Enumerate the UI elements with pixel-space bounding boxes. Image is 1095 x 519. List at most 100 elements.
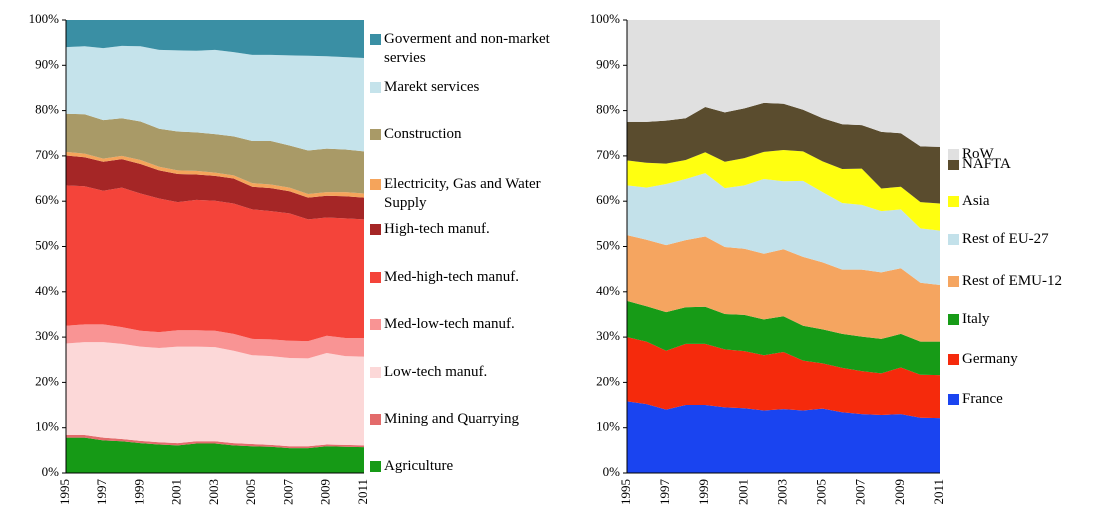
- legend-swatch: [370, 319, 381, 330]
- legend-label: High-tech manuf.: [384, 221, 490, 237]
- legend-label: Italy: [962, 311, 990, 327]
- x-tick-label: 2007: [853, 479, 868, 506]
- y-tick-label: 40%: [35, 283, 59, 298]
- legend-label: Rest of EMU-12: [962, 273, 1062, 289]
- legend-swatch: [370, 34, 381, 45]
- legend-label: Med-low-tech manuf.: [384, 316, 515, 332]
- y-tick-label: 10%: [35, 419, 59, 434]
- legend-swatch: [370, 272, 381, 283]
- y-tick-label: 60%: [596, 192, 620, 207]
- x-tick-label: 1995: [618, 479, 633, 505]
- legend-label: NAFTA: [962, 156, 1011, 172]
- x-tick-label: 1995: [57, 479, 72, 505]
- legend-entry: Agriculture: [370, 457, 550, 476]
- legend-entry: NAFTA: [948, 155, 1088, 174]
- area: [66, 45, 364, 152]
- area: [66, 155, 364, 220]
- legend-entry: Mining and Quarrying: [370, 410, 550, 429]
- x-tick-label: 2003: [206, 479, 221, 505]
- area: [66, 437, 364, 473]
- legend-swatch: [948, 234, 959, 245]
- y-tick-label: 30%: [596, 328, 620, 343]
- area: [66, 342, 364, 447]
- y-tick-label: 10%: [596, 419, 620, 434]
- area: [66, 20, 364, 59]
- area: [627, 337, 940, 419]
- legend-swatch: [948, 196, 959, 207]
- x-tick-label: 2005: [814, 479, 829, 505]
- area: [627, 300, 940, 376]
- area: [66, 324, 364, 359]
- legend-entry: Med-low-tech manuf.: [370, 315, 550, 334]
- y-tick-label: 70%: [35, 147, 59, 162]
- x-tick-label: 2011: [355, 479, 370, 505]
- legend-entry: Electricity, Gas and Water Supply: [370, 175, 550, 213]
- y-tick-label: 60%: [35, 192, 59, 207]
- legend-label: Electricity, Gas and Water Supply: [384, 176, 541, 211]
- y-tick-label: 90%: [35, 56, 59, 71]
- area: [66, 434, 364, 449]
- area: [66, 185, 364, 342]
- legend-swatch: [370, 129, 381, 140]
- legend-entry: Construction: [370, 125, 550, 144]
- y-tick-label: 100%: [29, 11, 60, 26]
- legend-entry: Asia: [948, 192, 1088, 211]
- legend-label: RoW: [962, 146, 994, 162]
- legend-label: Germany: [962, 351, 1018, 367]
- legend-entry: RoW: [948, 145, 1088, 164]
- legend-entry: France: [948, 390, 1088, 409]
- area: [66, 151, 364, 198]
- x-tick-label: 1999: [696, 479, 711, 505]
- area: [66, 113, 364, 194]
- legend-label: Goverment and non-market servies: [384, 31, 550, 66]
- legend-entry: Low-tech manuf.: [370, 363, 550, 382]
- area: [627, 401, 940, 473]
- legend-swatch: [948, 354, 959, 365]
- legend-swatch: [948, 149, 959, 160]
- legend-label: Construction: [384, 126, 462, 142]
- legend-entry: Rest of EMU-12: [948, 272, 1088, 291]
- legend-label: Mining and Quarrying: [384, 411, 519, 427]
- x-tick-label: 2003: [774, 479, 789, 505]
- area: [627, 102, 940, 204]
- legend-label: Agriculture: [384, 458, 454, 474]
- legend-swatch: [948, 276, 959, 287]
- legend-label: Rest of EU-27: [962, 231, 1049, 247]
- x-tick-label: 2009: [892, 479, 907, 505]
- legend-label: Low-tech manuf.: [384, 364, 488, 380]
- y-tick-label: 40%: [596, 283, 620, 298]
- x-tick-label: 2001: [169, 479, 184, 505]
- legend-entry: Germany: [948, 350, 1088, 369]
- y-tick-label: 0%: [42, 464, 60, 479]
- legend-entry: Italy: [948, 310, 1088, 329]
- x-tick-label: 2005: [243, 479, 258, 505]
- legend-swatch: [370, 82, 381, 93]
- x-tick-label: 1997: [94, 479, 109, 506]
- legend-swatch: [370, 179, 381, 190]
- legend-swatch: [948, 394, 959, 405]
- y-tick-label: 30%: [35, 328, 59, 343]
- legend-label: Asia: [962, 193, 990, 209]
- x-tick-label: 2007: [280, 479, 295, 506]
- y-tick-label: 0%: [603, 464, 621, 479]
- x-tick-label: 1997: [657, 479, 672, 506]
- legend-swatch: [370, 367, 381, 378]
- y-tick-label: 20%: [596, 373, 620, 388]
- y-tick-label: 80%: [35, 102, 59, 117]
- y-tick-label: 50%: [35, 237, 59, 252]
- legend-entry: Rest of EU-27: [948, 230, 1088, 249]
- legend-swatch: [948, 159, 959, 170]
- legend-entry: High-tech manuf.: [370, 220, 550, 239]
- area: [627, 235, 940, 342]
- x-tick-label: 2001: [735, 479, 750, 505]
- y-tick-label: 80%: [596, 102, 620, 117]
- x-tick-label: 2009: [318, 479, 333, 505]
- area: [627, 150, 940, 231]
- legend-swatch: [370, 461, 381, 472]
- x-tick-label: 2011: [931, 479, 946, 505]
- legend-swatch: [370, 414, 381, 425]
- y-tick-label: 70%: [596, 147, 620, 162]
- legend-entry: Goverment and non-market servies: [370, 30, 550, 68]
